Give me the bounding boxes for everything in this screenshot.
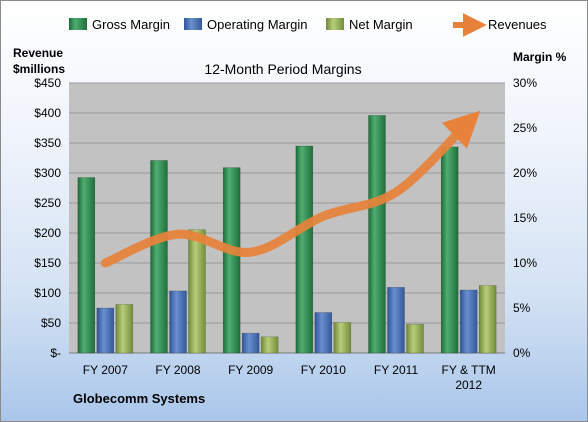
- left-axis-title-line1: Revenue: [13, 46, 63, 60]
- legend-label-gross-margin: Gross Margin: [92, 17, 170, 32]
- category-labels: FY 2007 FY 2008 FY 2009 FY 2010 FY 2011 FY & …: [83, 363, 496, 392]
- left-tick-label: $400: [34, 106, 61, 120]
- right-tick-label: 5%: [513, 301, 531, 315]
- gross-margin-bar: [440, 146, 459, 354]
- category-label: FY & TTM: [442, 363, 496, 377]
- gross-margin-bar: [222, 167, 241, 354]
- left-tick-label: $300: [34, 166, 61, 180]
- right-tick-label: 0%: [513, 346, 531, 360]
- right-tick-label: 25%: [513, 121, 537, 135]
- legend-label-operating-margin: Operating Margin: [207, 17, 307, 32]
- category-label: FY 2009: [228, 363, 273, 377]
- right-tick-label: 10%: [513, 256, 537, 270]
- right-axis-title: Margin %: [513, 50, 567, 64]
- operating-margin-bar: [387, 286, 405, 354]
- right-tick-label: 15%: [513, 211, 537, 225]
- right-axis-ticks: 0% 5% 10% 15% 20% 25% 30%: [513, 76, 537, 360]
- plot-area: [69, 83, 505, 353]
- operating-margin-bar: [96, 307, 115, 354]
- left-tick-label: $50: [41, 316, 61, 330]
- operating-margin-bar: [241, 332, 260, 354]
- gross-margin-bar: [295, 145, 314, 354]
- net-margin-bar: [260, 336, 279, 354]
- legend-swatch-net-margin: [326, 18, 344, 30]
- net-margin-bar: [115, 304, 134, 354]
- right-tick-label: 20%: [513, 166, 537, 180]
- legend-swatch-operating-margin: [184, 18, 202, 30]
- left-tick-label: $250: [34, 196, 61, 210]
- legend-label-revenues: Revenues: [488, 17, 547, 32]
- bars: [77, 115, 497, 354]
- category-label: FY 2008: [155, 363, 200, 377]
- left-axis-ticks: $- $50 $100 $150 $200 $250 $300 $350 $400 $450: [34, 76, 61, 360]
- left-tick-label: $-: [50, 346, 61, 360]
- category-label: FY 2007: [83, 363, 128, 377]
- net-margin-bar: [406, 323, 424, 354]
- revenues-line: [100, 110, 481, 268]
- legend-swatch-gross-margin: [69, 18, 87, 30]
- category-label: FY 2011: [374, 363, 419, 377]
- operating-margin-bar: [314, 312, 333, 354]
- category-label: FY 2010: [301, 363, 346, 377]
- gross-margin-bar: [368, 115, 386, 354]
- legend: Gross Margin Operating Margin Net Margin…: [69, 13, 547, 37]
- gross-margin-bar: [77, 177, 96, 354]
- operating-margin-bar: [459, 289, 478, 354]
- left-tick-label: $450: [34, 76, 61, 90]
- operating-margin-bar: [169, 290, 187, 354]
- left-tick-label: $100: [34, 286, 61, 300]
- left-tick-label: $350: [34, 136, 61, 150]
- company-footnote: Globecomm Systems: [73, 391, 205, 406]
- left-axis-title-line2: $millions: [13, 62, 65, 76]
- revenue-line-layer: [100, 110, 481, 268]
- net-margin-bar: [478, 285, 497, 354]
- left-tick-label: $200: [34, 226, 61, 240]
- net-margin-bar: [188, 229, 206, 354]
- legend-label-net-margin: Net Margin: [349, 17, 413, 32]
- category-label: 2012: [455, 378, 482, 392]
- net-margin-bar: [333, 322, 352, 354]
- left-tick-label: $150: [34, 256, 61, 270]
- right-tick-label: 30%: [513, 76, 537, 90]
- chart-title: 12-Month Period Margins: [204, 61, 361, 77]
- gross-margin-bar: [150, 160, 168, 354]
